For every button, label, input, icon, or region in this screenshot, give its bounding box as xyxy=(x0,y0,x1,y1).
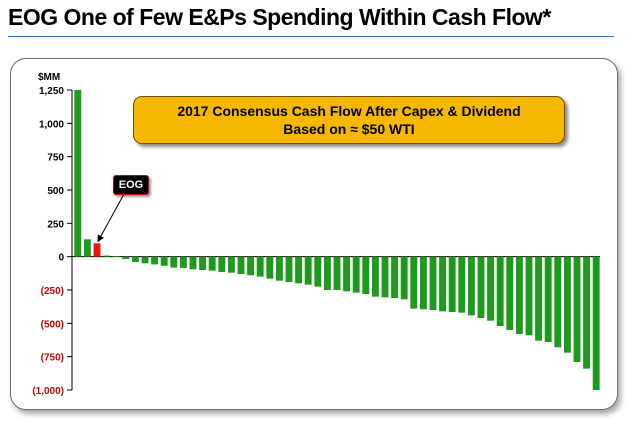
bar xyxy=(400,256,408,300)
y-tick-label: 0 xyxy=(58,253,64,264)
y-tick-label: 250 xyxy=(47,219,64,230)
bar xyxy=(467,256,475,316)
bar xyxy=(179,256,187,268)
bar xyxy=(573,256,581,362)
bar xyxy=(371,256,379,297)
bar xyxy=(458,256,466,313)
bar xyxy=(170,256,178,268)
bar xyxy=(410,256,418,309)
bar xyxy=(304,256,312,285)
bar xyxy=(218,256,226,272)
bar xyxy=(247,256,255,276)
bar xyxy=(74,90,82,257)
bar xyxy=(554,256,562,348)
bar xyxy=(323,256,331,290)
bar xyxy=(266,256,274,279)
bar xyxy=(189,256,197,270)
eog-arrow xyxy=(97,193,125,243)
bar xyxy=(525,256,533,336)
bar xyxy=(199,256,207,270)
bar xyxy=(237,256,245,274)
callout-line2: Based on ≈ $50 WTI xyxy=(283,121,415,137)
y-tick-label: 750 xyxy=(47,153,64,164)
bar xyxy=(103,255,111,257)
y-tick-label: (1,000) xyxy=(32,386,64,397)
bar xyxy=(477,256,485,318)
bar xyxy=(160,256,168,266)
bar xyxy=(112,256,120,257)
y-tick-label: (250) xyxy=(41,286,64,297)
bar xyxy=(295,256,303,284)
y-unit-label: $MM xyxy=(38,72,60,83)
callout-box: 2017 Consensus Cash Flow After Capex & D… xyxy=(133,96,565,144)
bar xyxy=(122,256,130,260)
bar-series xyxy=(74,90,600,390)
bar xyxy=(583,256,591,369)
bar xyxy=(343,256,351,292)
y-tick-label: 1,250 xyxy=(39,86,64,97)
bar xyxy=(544,256,552,342)
bar xyxy=(227,256,235,273)
bar xyxy=(419,256,427,310)
bar xyxy=(448,256,456,312)
bar xyxy=(381,256,389,298)
bar xyxy=(314,256,322,287)
eog-annotation xyxy=(97,193,125,243)
bar xyxy=(487,256,495,321)
bar xyxy=(83,239,91,257)
bar xyxy=(275,256,283,281)
y-tick-label: (500) xyxy=(41,319,64,330)
bar xyxy=(391,256,399,298)
bar xyxy=(592,256,600,390)
bar xyxy=(151,256,159,265)
y-tick-label: 500 xyxy=(47,186,64,197)
bar xyxy=(285,256,293,282)
y-tick-label: 1,000 xyxy=(39,119,64,130)
bar xyxy=(496,256,504,326)
y-tick-label: (750) xyxy=(41,353,64,364)
bar xyxy=(256,256,264,277)
bar xyxy=(333,256,341,290)
bar xyxy=(352,256,360,293)
callout-line1: 2017 Consensus Cash Flow After Capex & D… xyxy=(177,103,521,119)
eog-label: EOG xyxy=(113,175,149,195)
bar-eog xyxy=(93,243,101,257)
slide-title: EOG One of Few E&Ps Spending Within Cash… xyxy=(8,4,551,30)
bar xyxy=(515,256,523,334)
bar xyxy=(563,256,571,353)
title-divider xyxy=(8,36,614,37)
bar xyxy=(208,256,216,271)
bar xyxy=(141,256,149,264)
y-axis-ticks: $MM 1,250 1,000 750 500 250 0 (250) (500) (750) (1… xyxy=(32,72,72,397)
bar xyxy=(131,256,139,262)
bar xyxy=(535,256,543,341)
bar xyxy=(429,256,437,310)
bar xyxy=(362,256,370,294)
bar xyxy=(506,256,514,330)
bar xyxy=(439,256,447,312)
